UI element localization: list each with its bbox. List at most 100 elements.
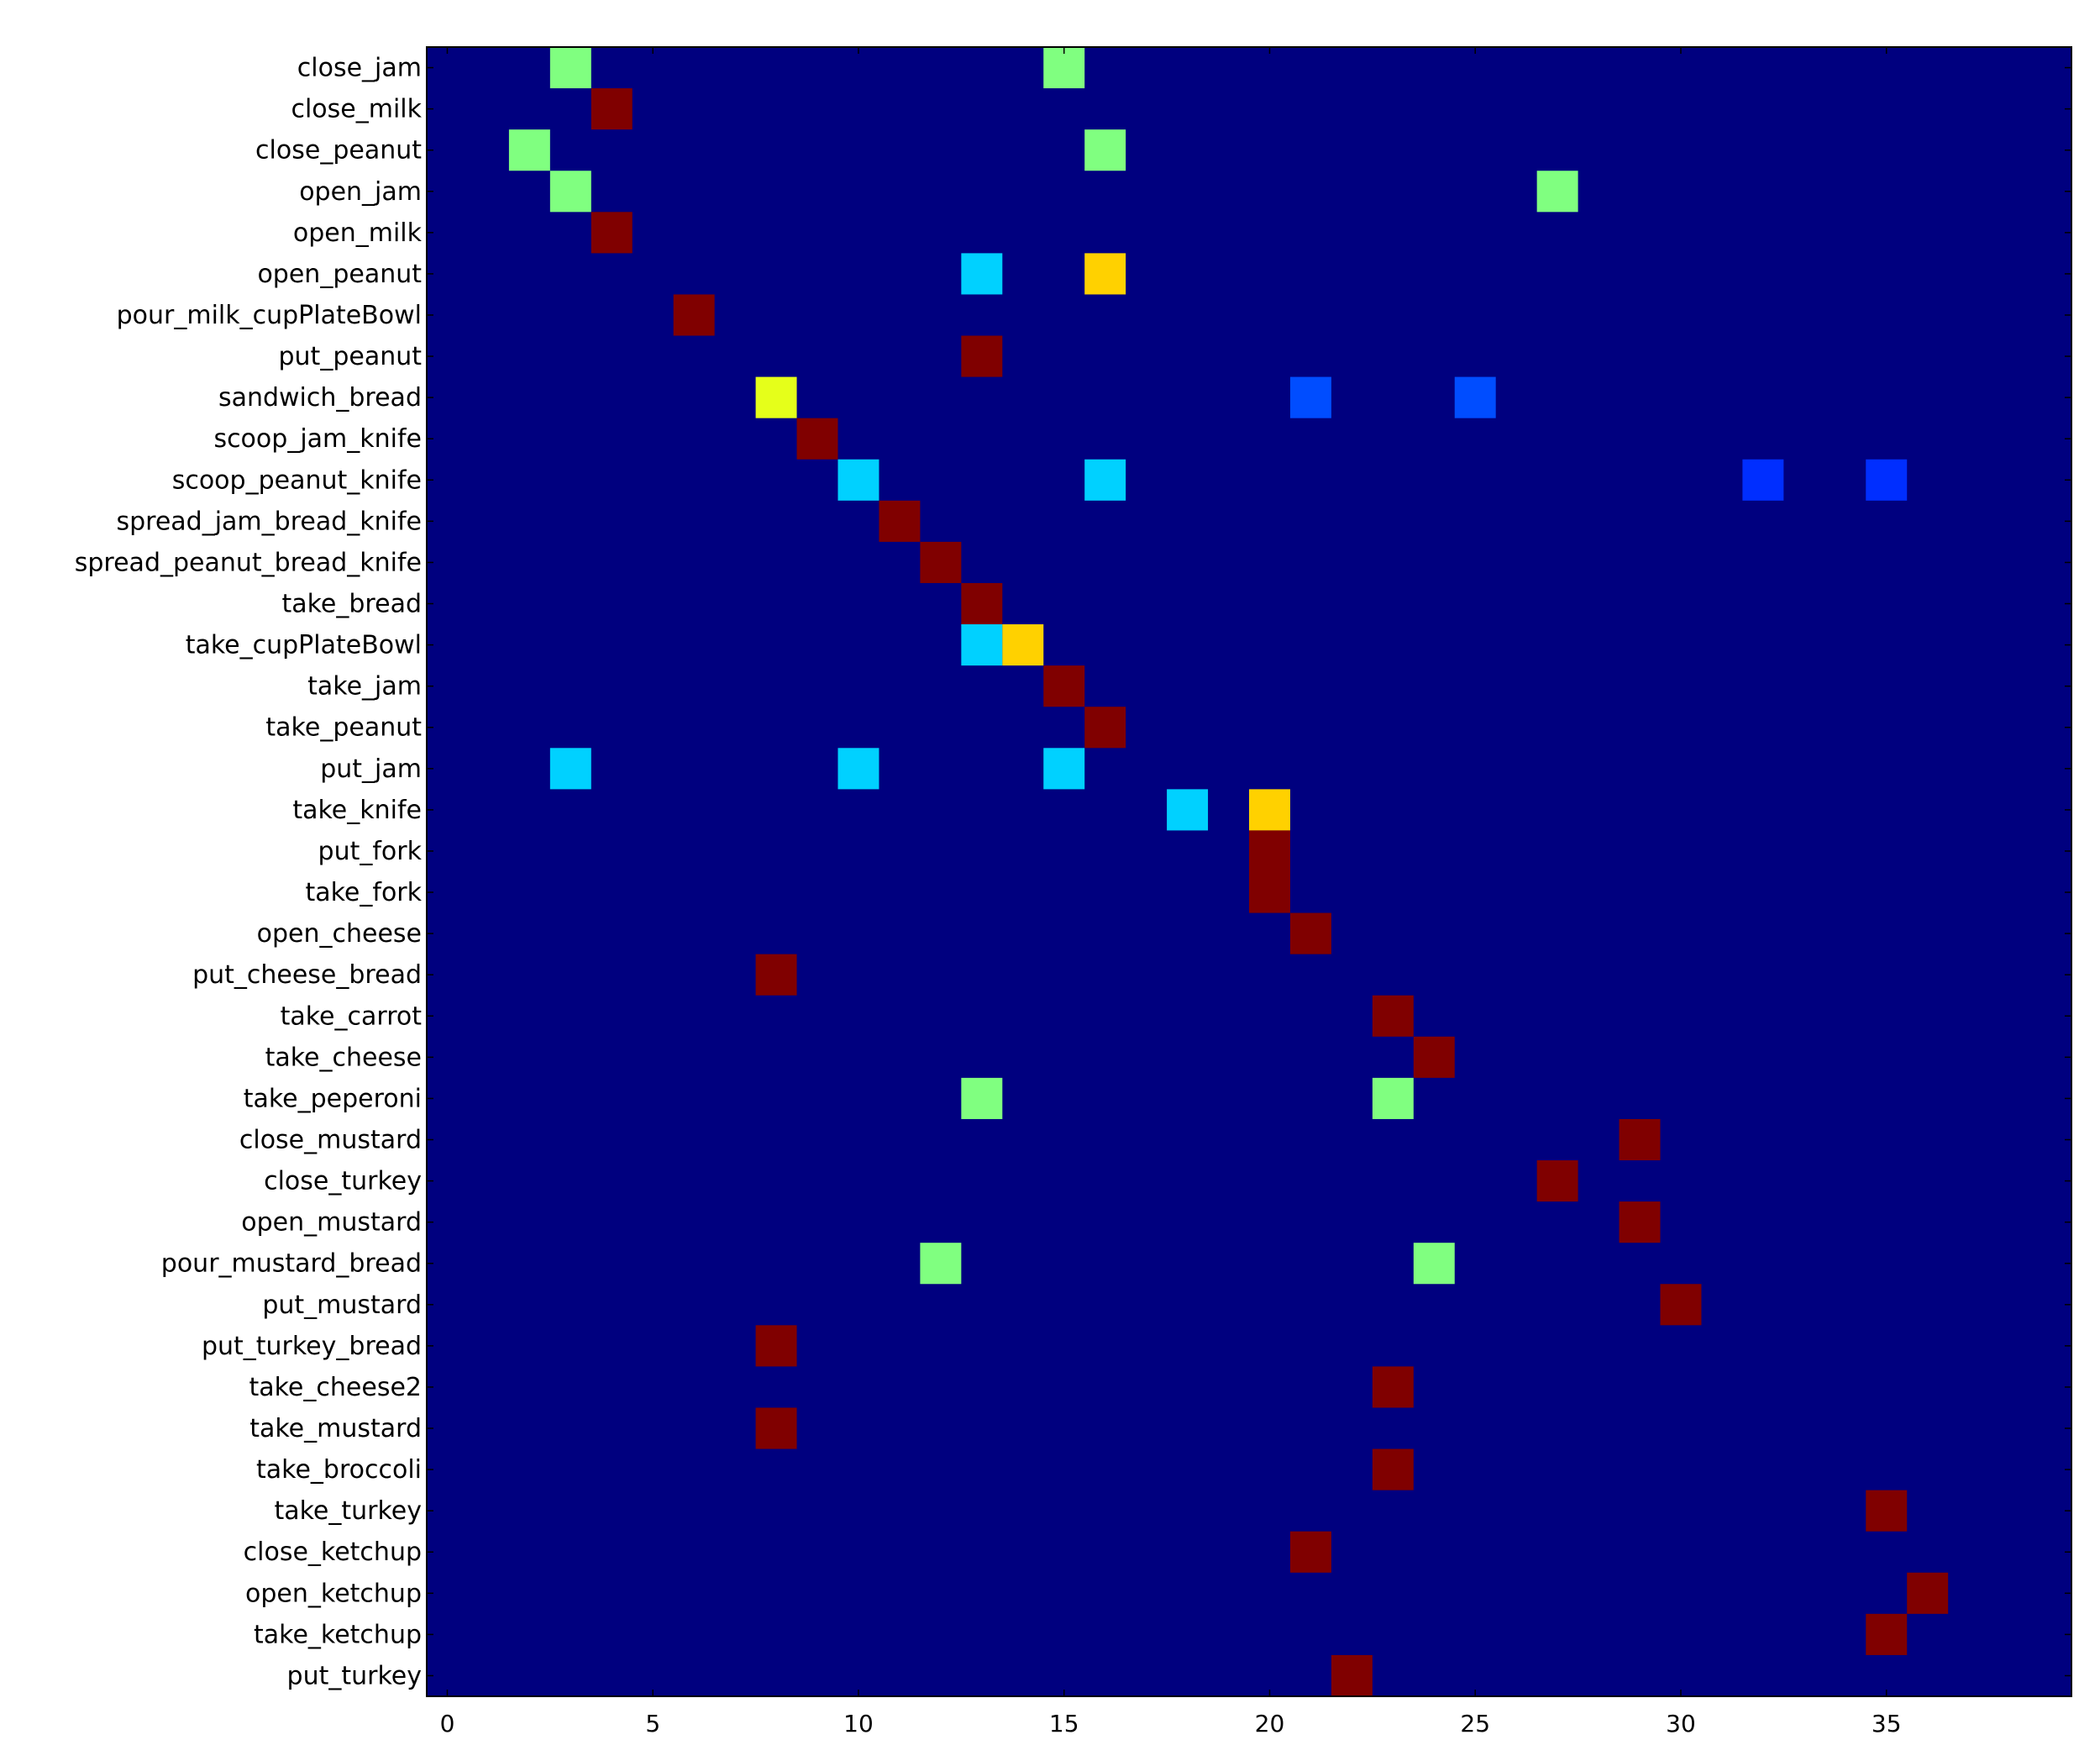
y-tick-label: close_ketchup xyxy=(244,1538,422,1567)
heatmap-cell xyxy=(1249,789,1290,831)
y-tick-label: take_broccoli xyxy=(256,1455,422,1485)
heatmap-cell xyxy=(1084,253,1126,295)
heatmap-cell xyxy=(1907,1572,1949,1614)
x-tick-label: 10 xyxy=(843,1710,874,1737)
heatmap-cell xyxy=(1413,1036,1455,1078)
heatmap-cell xyxy=(1084,707,1126,749)
y-tick-label: scoop_jam_knife xyxy=(213,424,422,454)
y-tick-label: open_milk xyxy=(293,218,423,248)
heatmap-cell xyxy=(1372,1448,1414,1490)
y-tick-label: take_carrot xyxy=(281,1001,423,1031)
heatmap-cell xyxy=(1289,912,1331,954)
y-tick-label: take_fork xyxy=(305,878,422,907)
heatmap-cell xyxy=(961,253,1003,295)
heatmap-cell xyxy=(1289,376,1331,418)
heatmap-cell xyxy=(755,1407,797,1449)
y-tick-label: put_peanut xyxy=(279,342,423,371)
heatmap-cell xyxy=(1002,624,1044,666)
heatmap-cell xyxy=(1413,1243,1455,1285)
heatmap-cell xyxy=(591,212,633,254)
heatmap-cell xyxy=(755,1325,797,1367)
x-tick-label: 30 xyxy=(1666,1710,1696,1737)
heatmap-cell xyxy=(755,954,797,996)
heatmap-cell xyxy=(796,418,838,460)
heatmap-cell xyxy=(961,582,1003,625)
heatmap-cell xyxy=(1249,830,1290,872)
y-tick-label: take_jam xyxy=(307,672,422,702)
heatmap-cell xyxy=(879,500,921,542)
heatmap-cell xyxy=(1331,1654,1373,1697)
heatmap-cell xyxy=(1372,1366,1414,1408)
heatmap-cell xyxy=(961,335,1003,377)
y-tick-label: open_jam xyxy=(299,177,422,207)
heatmap-cell xyxy=(1619,1118,1661,1161)
y-tick-label: close_turkey xyxy=(264,1167,422,1196)
y-tick-label: close_peanut xyxy=(255,136,422,166)
axis-ticks xyxy=(427,47,2071,1696)
heatmap-cell xyxy=(920,541,962,583)
y-tick-label: open_cheese xyxy=(257,919,422,949)
heatmap-cell xyxy=(920,1243,962,1285)
heatmap-cell xyxy=(1742,459,1784,501)
heatmap-cell xyxy=(1866,1613,1908,1655)
x-axis-labels: 0 5 10 15 20 25 30 35 xyxy=(440,1710,1902,1737)
y-tick-label: open_ketchup xyxy=(245,1579,422,1608)
heatmap-cell xyxy=(508,129,550,171)
heatmap-cell xyxy=(591,88,633,130)
y-tick-label: sandwich_bread xyxy=(218,383,422,413)
heatmap-cell xyxy=(549,748,591,790)
heatmap-cell xyxy=(1619,1201,1661,1243)
heatmap-cell xyxy=(1043,748,1085,790)
y-tick-label: take_peanut xyxy=(265,713,422,743)
x-tick-label: 15 xyxy=(1049,1710,1079,1737)
x-tick-label: 20 xyxy=(1255,1710,1285,1737)
heatmap-cell xyxy=(1167,789,1209,831)
heatmap-cell xyxy=(1660,1284,1702,1326)
heatmap-cell xyxy=(1043,47,1085,89)
y-tick-label: put_fork xyxy=(318,837,423,866)
heatmap-cell xyxy=(755,376,797,418)
heatmap-cell xyxy=(1084,129,1126,171)
heatmap-cell xyxy=(549,171,591,213)
y-tick-label: take_mustard xyxy=(249,1414,422,1443)
y-tick-label: open_peanut xyxy=(257,260,422,289)
x-tick-label: 25 xyxy=(1460,1710,1490,1737)
heatmap-cell xyxy=(1043,665,1085,707)
x-tick-label: 0 xyxy=(440,1710,455,1737)
y-tick-label: take_knife xyxy=(292,796,422,825)
y-tick-label: put_cheese_bread xyxy=(192,960,422,990)
heatmap-cell xyxy=(1536,1160,1578,1202)
y-tick-label: take_bread xyxy=(281,590,422,619)
heatmap-cell xyxy=(837,459,879,501)
y-tick-label: take_cheese2 xyxy=(249,1373,422,1402)
heatmap-cell xyxy=(837,748,879,790)
y-tick-label: take_ketchup xyxy=(254,1620,422,1649)
heatmap-cell xyxy=(1249,871,1290,913)
y-tick-label: open_mustard xyxy=(241,1208,422,1238)
y-tick-label: scoop_peanut_knife xyxy=(172,465,422,495)
heatmap-cell xyxy=(1536,171,1578,213)
heatmap-cell xyxy=(1454,376,1496,418)
y-tick-label: put_turkey_bread xyxy=(202,1332,422,1361)
heatmap-cells xyxy=(508,47,1949,1697)
heatmap-cell xyxy=(1372,1077,1414,1119)
y-tick-label: take_cupPlateBowl xyxy=(186,631,422,660)
heatmap-cell xyxy=(961,1077,1003,1119)
y-tick-label: take_turkey xyxy=(274,1496,422,1526)
heatmap-cell xyxy=(1084,459,1126,501)
y-tick-label: close_milk xyxy=(291,95,422,124)
heatmap-cell xyxy=(961,624,1003,666)
heatmap-cell xyxy=(549,47,591,89)
y-tick-label: take_peperoni xyxy=(244,1084,422,1113)
heatmap-cell xyxy=(673,294,715,336)
heatmap-cell xyxy=(1866,459,1908,501)
heatmap-cell xyxy=(1372,995,1414,1037)
plot-frame xyxy=(426,46,2072,1697)
y-tick-label: put_mustard xyxy=(262,1291,422,1320)
y-tick-label: pour_milk_cupPlateBowl xyxy=(117,301,422,330)
y-tick-label: close_mustard xyxy=(239,1125,422,1154)
x-tick-label: 35 xyxy=(1872,1710,1902,1737)
heatmap-cell xyxy=(1866,1490,1908,1532)
heatmap-cell xyxy=(1289,1531,1331,1573)
